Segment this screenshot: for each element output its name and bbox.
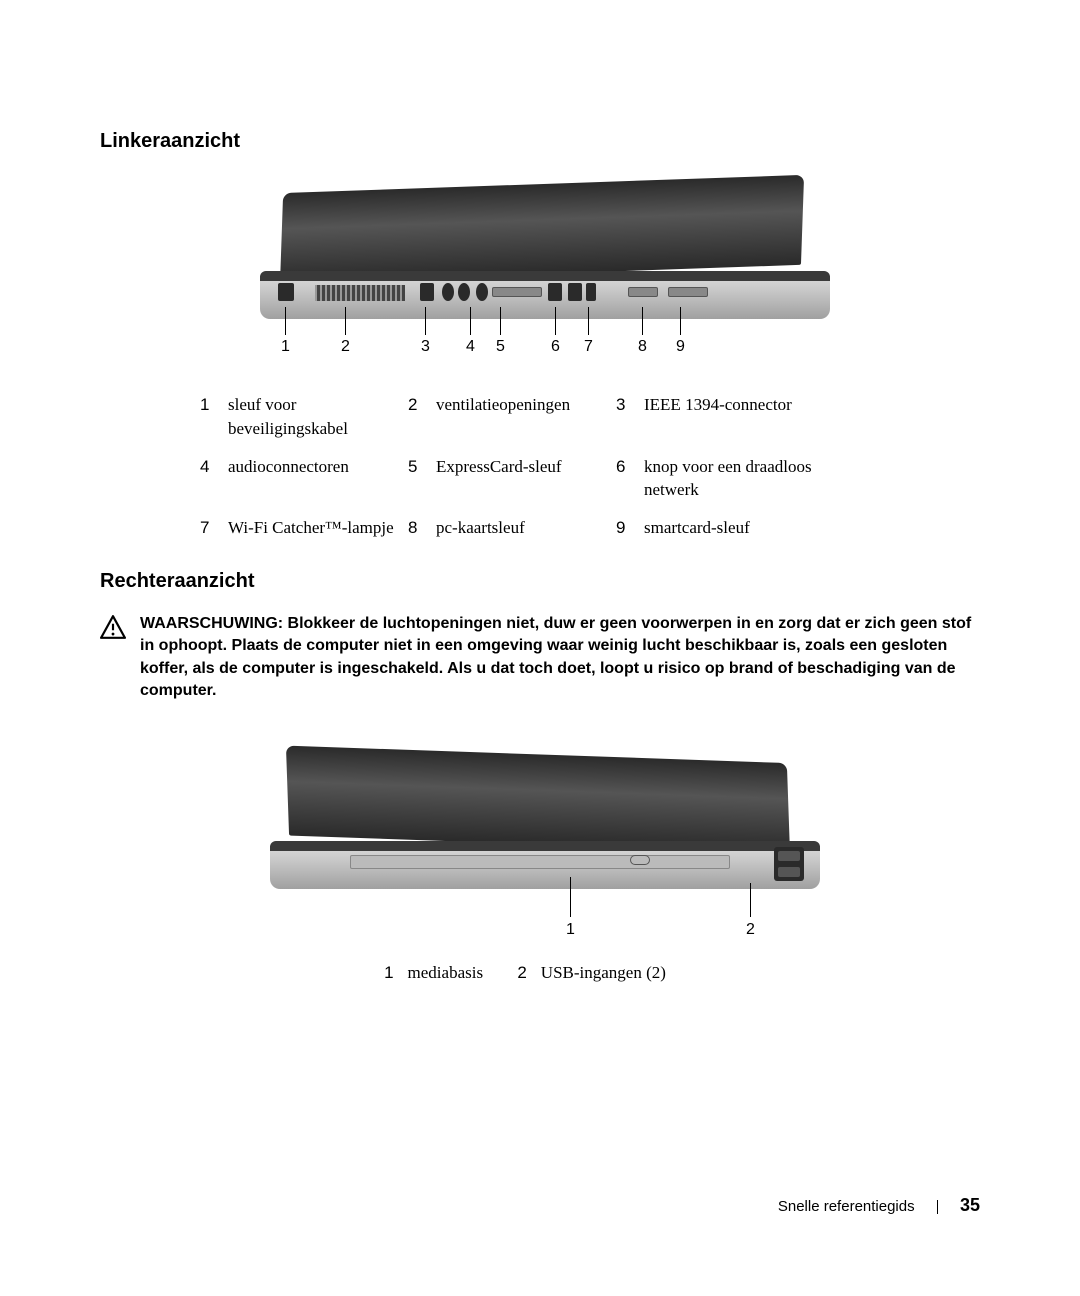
legend-text: pc-kaartsleuf bbox=[436, 516, 616, 540]
legend-row: 7 Wi-Fi Catcher™-lampje 8 pc-kaartsleuf … bbox=[200, 516, 980, 540]
legend-text: audioconnectoren bbox=[228, 455, 408, 503]
footer-title: Snelle referentiegids bbox=[778, 1198, 915, 1215]
callout-number: 1 bbox=[566, 921, 575, 939]
callout-number: 3 bbox=[421, 338, 430, 356]
legend-text: mediabasis bbox=[408, 963, 484, 982]
laptop-right-illustration: 1 2 bbox=[270, 763, 810, 933]
warning-text: WAARSCHUWING: Blokkeer de luchtopeningen… bbox=[140, 613, 980, 703]
legend-number: 6 bbox=[616, 455, 644, 503]
legend-number: 2 bbox=[517, 963, 526, 982]
footer-page-number: 35 bbox=[960, 1195, 980, 1215]
legend-text: knop voor een draadloos netwerk bbox=[644, 455, 824, 503]
diagram-left-view: 1 2 3 4 5 6 7 8 9 bbox=[100, 193, 980, 353]
warning-block: WAARSCHUWING: Blokkeer de luchtopeningen… bbox=[100, 613, 980, 703]
legend-number: 7 bbox=[200, 516, 228, 540]
legend-number: 2 bbox=[408, 393, 436, 441]
legend-text: ExpressCard-sleuf bbox=[436, 455, 616, 503]
legend-number: 9 bbox=[616, 516, 644, 540]
page-container: Linkeraanzicht 1 2 3 4 bbox=[0, 0, 1080, 1296]
laptop-left-illustration: 1 2 3 4 5 6 7 8 9 bbox=[260, 193, 820, 353]
legend-number: 3 bbox=[616, 393, 644, 441]
callout-number: 6 bbox=[551, 338, 560, 356]
legend-number: 1 bbox=[200, 393, 228, 441]
legend-row: 4 audioconnectoren 5 ExpressCard-sleuf 6… bbox=[200, 455, 980, 503]
legend-row: 1 sleuf voor beveiligingskabel 2 ventila… bbox=[200, 393, 980, 441]
callout-number: 5 bbox=[496, 338, 505, 356]
callout-number: 1 bbox=[281, 338, 290, 356]
heading-left-view: Linkeraanzicht bbox=[100, 130, 980, 153]
diagram-right-view: 1 2 bbox=[100, 763, 980, 933]
legend-number: 5 bbox=[408, 455, 436, 503]
page-footer: Snelle referentiegids 35 bbox=[778, 1195, 980, 1216]
legend-text: ventilatieopeningen bbox=[436, 393, 616, 441]
legend-number: 4 bbox=[200, 455, 228, 503]
callout-number: 4 bbox=[466, 338, 475, 356]
legend-right-view: 1 mediabasis 2 USB-ingangen (2) bbox=[100, 963, 980, 983]
callout-number: 2 bbox=[746, 921, 755, 939]
legend-number: 1 bbox=[384, 963, 393, 982]
callout-number: 8 bbox=[638, 338, 647, 356]
callout-number: 2 bbox=[341, 338, 350, 356]
callout-number: 7 bbox=[584, 338, 593, 356]
legend-left-view: 1 sleuf voor beveiligingskabel 2 ventila… bbox=[200, 393, 980, 540]
legend-text: USB-ingangen (2) bbox=[541, 963, 666, 982]
legend-text: sleuf voor beveiligingskabel bbox=[228, 393, 408, 441]
footer-separator bbox=[937, 1200, 938, 1214]
heading-right-view: Rechteraanzicht bbox=[100, 570, 980, 593]
callout-number: 9 bbox=[676, 338, 685, 356]
warning-icon bbox=[100, 615, 126, 639]
warning-label: WAARSCHUWING: bbox=[140, 615, 288, 632]
legend-text: IEEE 1394-connector bbox=[644, 393, 824, 441]
legend-text: smartcard-sleuf bbox=[644, 516, 824, 540]
legend-number: 8 bbox=[408, 516, 436, 540]
legend-text: Wi-Fi Catcher™-lampje bbox=[228, 516, 408, 540]
